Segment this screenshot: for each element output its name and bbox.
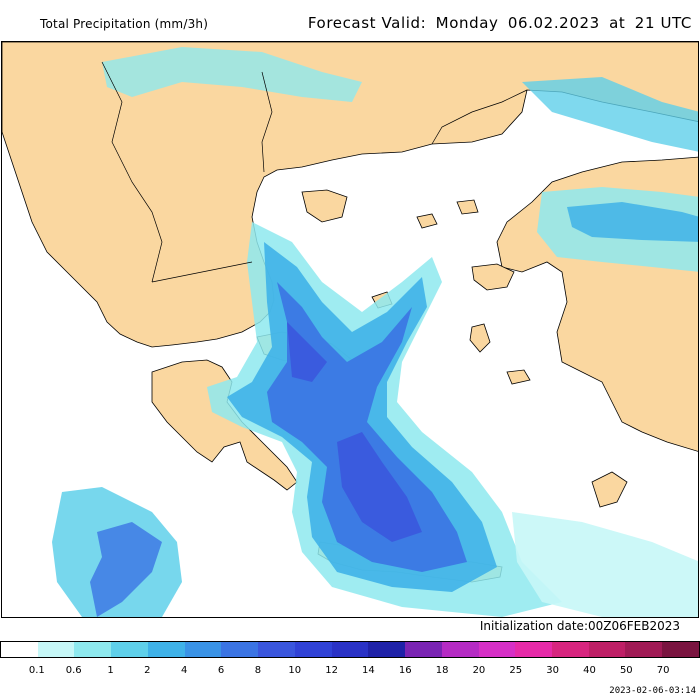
colorbar-tick-label: 6 [217,665,225,676]
colorbar-swatch [331,642,369,657]
colorbar-swatch [258,642,295,657]
border-line-2 [261,71,273,173]
colorbar-swatch [294,642,332,657]
peloponnese-land [151,359,298,491]
colorbar-swatch [478,642,516,657]
colorbar-swatch [147,642,185,657]
colorbar-swatch [184,642,222,657]
colorbar-swatch [588,642,626,657]
border-line-1 [101,61,163,283]
forecast-label: Forecast Valid: [307,14,427,32]
precip-southwest-core [90,522,162,617]
colorbar-swatch [368,642,406,657]
colorbar-tick-label: 25 [509,665,523,676]
precip-band-max [287,322,422,542]
colorbar-tick-label: 10 [288,665,302,676]
precipitation-layer [52,47,698,617]
chart-title: Total Precipitation (mm/3h) [40,17,209,31]
colorbar-tick-label: 12 [325,665,338,676]
generation-timestamp: 2023-02-06-03:14 [609,686,696,696]
forecast-day: Monday [435,14,499,32]
rhodes-land [591,471,628,508]
colorbar-tick-label: 16 [398,665,412,676]
border-lines [101,61,528,283]
colorbar-tick-label: 14 [362,665,375,676]
precipitation-map [1,41,699,618]
colorbar-tick-label: 0.6 [65,665,82,676]
chalkidiki-land [301,189,348,223]
colorbar-swatch [625,642,663,657]
precip-south-east-sea [512,512,698,617]
colorbar-swatch [221,642,259,657]
precip-east-core [567,202,698,242]
thasos-land [416,213,438,229]
colorbar-tick-label: 70 [656,665,670,676]
forecast-date: 06.02.2023 [507,14,600,32]
forecast-valid-header: Forecast Valid: Monday 06.02.2023 at 21 … [304,14,692,32]
forecast-time: 21 UTC [634,14,692,32]
colorbar-tick-label: 4 [181,665,188,676]
colorbar-swatch [74,642,112,657]
colorbar-tick-label: 8 [254,665,262,676]
colorbar-tick-label: 0.1 [28,665,45,676]
colorbar-swatch [1,642,38,657]
colorbar-tick-label: 40 [583,665,596,676]
colorbar-tick-label: 50 [619,665,633,676]
colorbar-swatch [441,642,479,657]
colorbar-swatch [37,642,75,657]
colorbar-swatch [515,642,553,657]
colorbar-swatch [405,642,442,657]
colorbar-tick-label: 18 [435,665,449,676]
samos-land [506,369,531,385]
colorbar-swatch [552,642,589,657]
colorbar-swatch [111,642,148,657]
precip-northeast [522,77,698,152]
colorbar-ticks: 0.1 0.6 1 2 4 6 8 10 12 14 16 18 20 25 30 40 50 70 [0,665,700,679]
map-svg [2,42,698,617]
colorbar-tick-label: 1 [107,665,114,676]
colorbar [0,641,700,658]
precip-north [102,47,362,102]
colorbar-tick-label: 2 [144,665,151,676]
initialization-date: Initialization date:00Z06FEB2023 [479,619,680,633]
forecast-at: at [609,14,626,32]
chios-land [469,323,491,353]
lesbos-land [471,263,515,291]
colorbar-swatch [662,642,699,657]
border-line-4 [151,261,253,283]
border-line-3 [431,89,528,145]
limnos-land [456,199,479,215]
colorbar-tick-label: 30 [546,665,559,676]
colorbar-tick-label: 20 [472,665,486,676]
